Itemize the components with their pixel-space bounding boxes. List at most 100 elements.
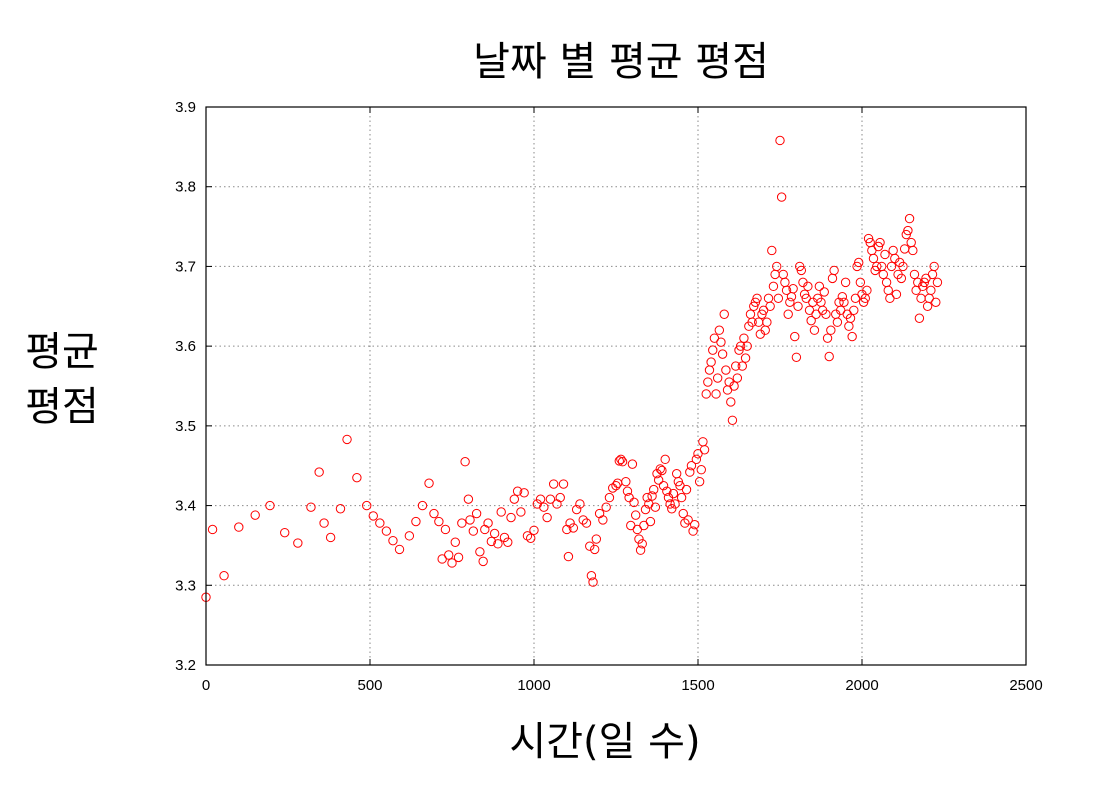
data-point xyxy=(922,301,933,311)
data-point xyxy=(575,499,585,509)
data-point xyxy=(463,494,474,504)
data-point xyxy=(234,522,244,532)
data-point xyxy=(696,465,706,475)
data-point xyxy=(691,454,702,465)
data-point xyxy=(683,515,693,525)
data-point xyxy=(250,510,260,520)
data-point xyxy=(858,297,869,307)
data-point xyxy=(883,285,893,296)
data-point xyxy=(714,325,725,335)
data-point xyxy=(478,556,488,567)
x-tick-label: 2000 xyxy=(845,677,878,694)
points-layer xyxy=(201,135,943,602)
y-tick-label: 3.6 xyxy=(175,338,196,355)
data-point xyxy=(671,468,682,479)
y-tick-label: 3.5 xyxy=(175,418,196,435)
data-point xyxy=(767,245,777,256)
data-point xyxy=(752,293,762,304)
ticks-layer: 0 500 1000 1500 2000 2500 3.2 3.3 3.4 3.5 3.6 3.7 3.… xyxy=(175,99,1043,694)
data-point xyxy=(516,507,526,517)
data-point xyxy=(673,476,684,487)
data-point xyxy=(509,494,520,504)
x-tick-label: 1000 xyxy=(517,677,550,694)
y-tick-label: 3.7 xyxy=(175,258,196,275)
data-point xyxy=(740,353,751,363)
data-point xyxy=(486,536,497,547)
data-point xyxy=(809,325,820,335)
data-point xyxy=(450,537,460,547)
data-point xyxy=(863,233,874,244)
data-point xyxy=(788,284,798,294)
data-point xyxy=(565,518,575,528)
data-point xyxy=(637,539,647,549)
data-point xyxy=(608,483,618,493)
data-point xyxy=(852,261,862,272)
data-point xyxy=(701,389,711,399)
data-point xyxy=(293,538,303,548)
data-point xyxy=(704,365,715,375)
data-point xyxy=(735,341,746,351)
data-point xyxy=(314,467,324,477)
data-point xyxy=(555,492,565,503)
data-point xyxy=(352,472,362,483)
data-point xyxy=(668,488,679,499)
data-point xyxy=(411,516,421,527)
data-point xyxy=(917,281,928,292)
data-point xyxy=(280,527,290,538)
data-point xyxy=(780,277,790,288)
data-point xyxy=(489,528,500,539)
data-point xyxy=(844,321,854,331)
data-point xyxy=(483,518,493,528)
data-point xyxy=(750,297,761,307)
data-point xyxy=(929,261,939,272)
data-point xyxy=(773,293,784,304)
data-point xyxy=(342,434,352,445)
data-point xyxy=(783,309,793,319)
data-point xyxy=(721,365,731,375)
data-point xyxy=(793,301,803,311)
data-point xyxy=(647,491,657,501)
data-point xyxy=(624,492,634,503)
data-point xyxy=(519,488,529,498)
y-axis-label-line1: 평균 xyxy=(25,329,99,375)
data-point xyxy=(926,285,936,296)
y-tick-label: 3.3 xyxy=(175,577,196,594)
data-point xyxy=(447,558,457,568)
data-point xyxy=(581,518,592,528)
data-point xyxy=(824,351,834,362)
data-point xyxy=(404,531,415,541)
data-point xyxy=(394,544,405,555)
data-point xyxy=(904,213,915,224)
data-point xyxy=(881,277,892,288)
data-point xyxy=(429,508,439,519)
data-point xyxy=(873,241,884,252)
data-point xyxy=(753,317,764,327)
data-point xyxy=(578,515,588,525)
data-point xyxy=(845,313,856,323)
data-point xyxy=(571,504,582,515)
data-point xyxy=(658,480,669,491)
data-point xyxy=(868,253,879,264)
data-point xyxy=(840,277,851,288)
data-point xyxy=(388,535,398,546)
data-point xyxy=(908,245,918,256)
data-point xyxy=(652,468,662,479)
data-point xyxy=(535,494,546,504)
data-point xyxy=(542,512,552,523)
data-point xyxy=(667,504,677,514)
data-point xyxy=(468,526,479,536)
data-point xyxy=(460,457,470,467)
data-point xyxy=(829,265,839,276)
data-point xyxy=(465,515,475,525)
data-point xyxy=(635,545,646,555)
data-point xyxy=(526,533,536,543)
data-point xyxy=(698,437,708,447)
data-point xyxy=(901,229,911,240)
data-point xyxy=(512,486,523,496)
data-point xyxy=(368,511,378,521)
data-point xyxy=(381,526,392,536)
data-point xyxy=(622,486,633,496)
chart-title: 날짜 별 평균 평점 xyxy=(473,39,769,85)
data-point xyxy=(434,516,444,527)
